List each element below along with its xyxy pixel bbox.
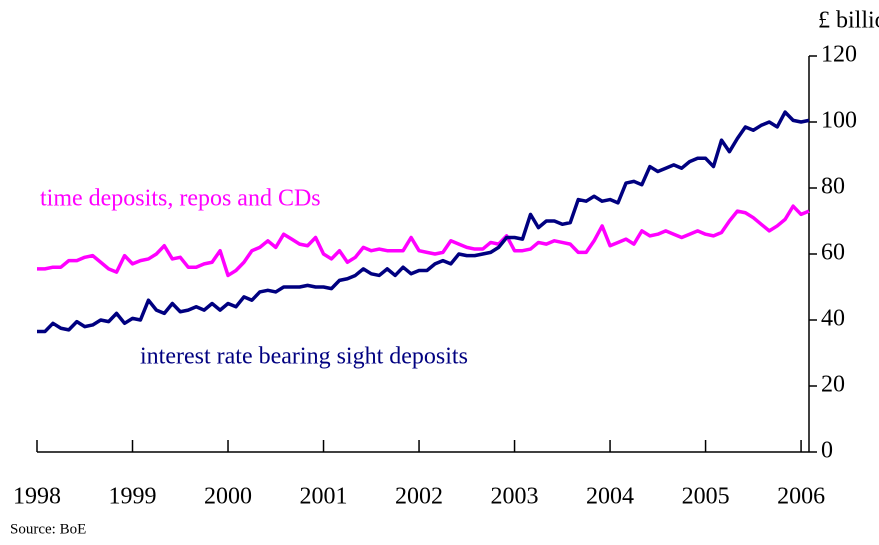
x-tick-label: 1998 [13, 484, 61, 510]
series-line [37, 204, 810, 278]
y-tick-label: 0 [821, 438, 833, 464]
y-tick-label: 120 [821, 42, 857, 68]
y-tick-label: 80 [821, 174, 845, 200]
x-tick-label: 2002 [395, 484, 443, 510]
y-axis-label: £ billion [818, 8, 879, 34]
x-tick-label: 2003 [491, 484, 539, 510]
y-tick-label: 40 [821, 306, 845, 332]
y-tick-label: 100 [821, 108, 857, 134]
x-tick-label: 1999 [109, 484, 157, 510]
x-tick-label: 2000 [204, 484, 252, 510]
x-tick-label: 2001 [300, 484, 348, 510]
y-tick-label: 20 [821, 372, 845, 398]
source-note: Source: BoE [10, 521, 86, 537]
x-tick-label: 2004 [586, 484, 634, 510]
y-tick-label: 60 [821, 240, 845, 266]
x-tick-label: 2006 [777, 484, 825, 510]
series-label: time deposits, repos and CDs [40, 186, 321, 212]
x-tick-label: 2005 [682, 484, 730, 510]
series-line [37, 110, 810, 334]
series-label: interest rate bearing sight deposits [140, 344, 468, 370]
